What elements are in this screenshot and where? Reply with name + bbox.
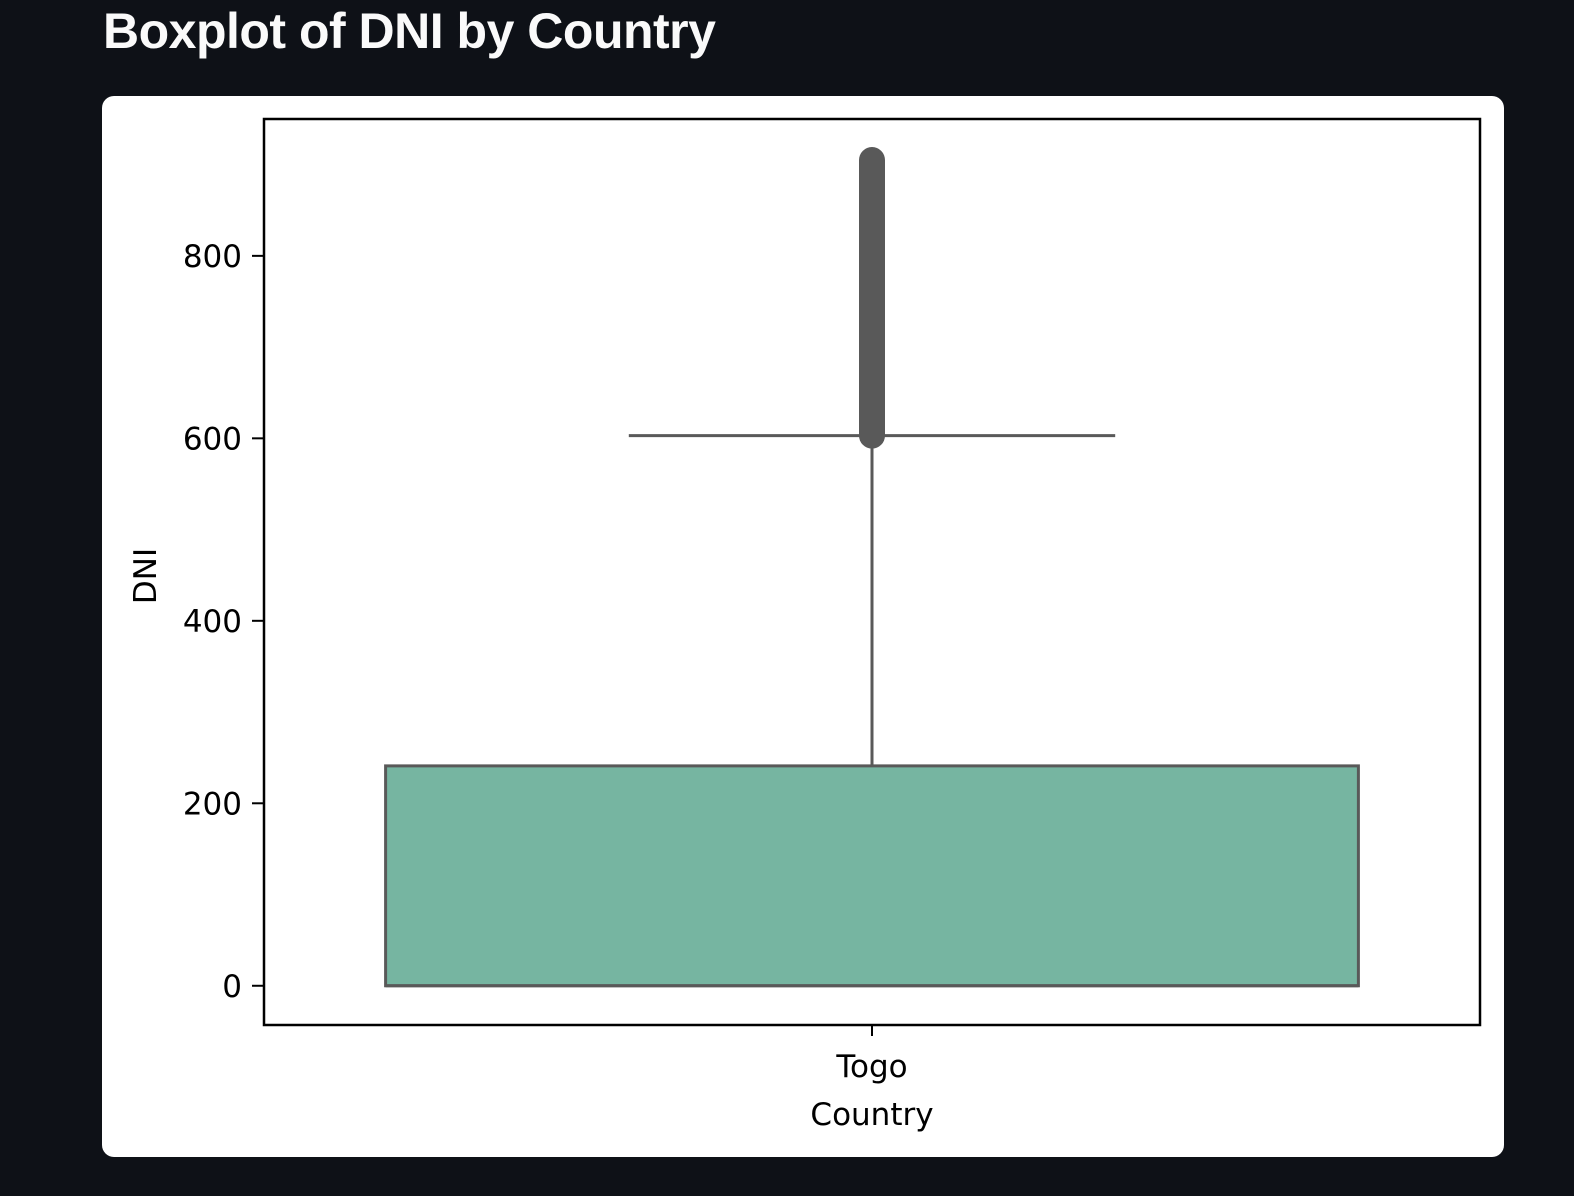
page-title: Boxplot of DNI by Country: [103, 3, 716, 59]
y-tick-label: 0: [222, 969, 242, 1005]
x-axis-label: Country: [810, 1097, 933, 1133]
boxplot-chart: Togo 0 200 400 600 800 DNI Country: [128, 117, 1482, 1133]
plot-frame: [262, 117, 1482, 1027]
y-tick-label: 800: [183, 239, 242, 275]
box-togo: [384, 764, 1360, 988]
y-tick-label: 400: [183, 604, 242, 640]
x-tick-label: Togo: [835, 1049, 907, 1085]
y-tick-label: 600: [183, 421, 242, 457]
y-tick-label: 200: [183, 786, 242, 822]
y-axis-label: DNI: [128, 548, 164, 604]
chart-card: Togo 0 200 400 600 800 DNI Country: [102, 96, 1504, 1157]
